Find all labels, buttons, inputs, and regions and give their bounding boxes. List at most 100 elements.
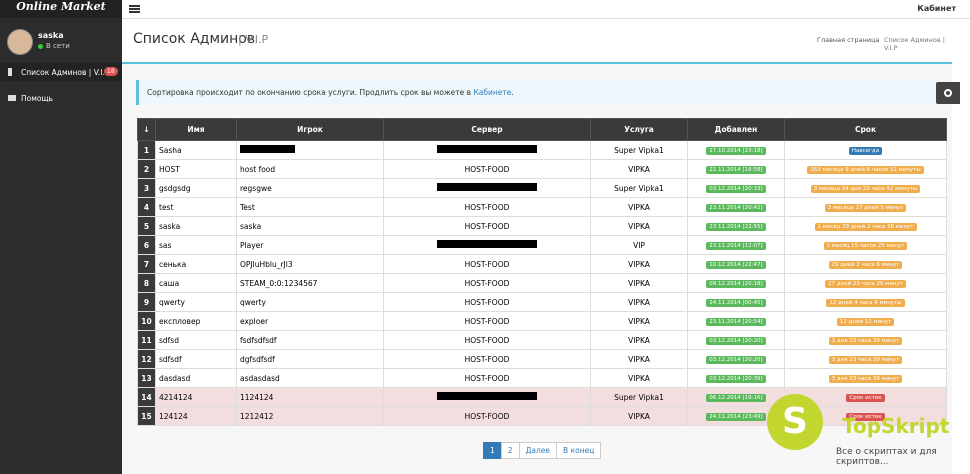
cell-text: HOST-FOOD	[464, 221, 510, 231]
cell: експловер	[155, 311, 237, 331]
admins-table: ↓ Имя Игрок Сервер Услуга Добавлен Срок 1 Sasha…	[137, 118, 947, 426]
avatar	[7, 29, 33, 55]
row-number: 1	[137, 140, 156, 160]
cell: 24.11.2014 [00:45]	[687, 292, 785, 312]
cell: Срок истек	[784, 406, 947, 426]
cell-text: Player	[240, 240, 264, 250]
cell-text: HOST-FOOD	[464, 164, 510, 174]
cell: saska	[155, 216, 237, 236]
menu-item[interactable]: Помощь	[0, 89, 122, 107]
content: Список Админов | V.I.P Главная страница …	[122, 19, 960, 474]
row-number: 10	[137, 311, 156, 331]
table-body: 1 Sasha Super Vipka1 27.10.2014 [23:18] Навс…	[137, 140, 947, 426]
cell	[383, 387, 591, 407]
cell: HOST-FOOD	[383, 197, 591, 217]
cell-text: VIPKA	[628, 259, 650, 269]
cell: VIPKA	[590, 254, 688, 274]
settings-button[interactable]	[936, 82, 960, 104]
menu-toggle[interactable]	[129, 5, 140, 13]
column-header[interactable]: Сервер	[383, 118, 591, 141]
table-row: 14 4214124 1124124 Super Vipka1 06.12.2014 […	[137, 387, 947, 407]
cell: 12 дней 4 часа 4 минуты	[784, 292, 947, 312]
cell: Player	[236, 235, 384, 255]
cell: Sasha	[155, 140, 237, 160]
term-badge: 27 дней 23 часа 29 минут	[825, 280, 906, 288]
menu-item[interactable]: Список Админов | V.I.P 18	[0, 63, 122, 81]
page-link[interactable]: 2	[500, 442, 520, 459]
topbar: Кабинет	[122, 0, 970, 19]
cell: host food	[236, 159, 384, 179]
watermark-tagline: Все о скриптах и для скриптов...	[836, 447, 937, 467]
cell-text: asdasdasd	[240, 373, 280, 383]
term-badge: 3 месяца 27 дней 5 минут	[824, 204, 907, 212]
term-badge: 1 месяц 29 дней 2 часа 38 минут	[814, 223, 917, 231]
cell-text: HOST-FOOD	[464, 202, 510, 212]
cell: VIPKA	[590, 273, 688, 293]
cell: HOST-FOOD	[383, 406, 591, 426]
date-badge: 23.11.2014 [12:07]	[706, 242, 766, 250]
watermark-logo: S	[767, 394, 823, 450]
account-link[interactable]: Кабинет	[917, 4, 956, 13]
cell: VIPKA	[590, 216, 688, 236]
cell: Test	[236, 197, 384, 217]
date-badge: 23.11.2014 [20:54]	[706, 318, 766, 326]
column-header[interactable]: Добавлен	[687, 118, 785, 141]
cell-text: VIPKA	[628, 335, 650, 345]
column-header[interactable]: Игрок	[236, 118, 384, 141]
menu-label: Список Админов | V.I.P	[21, 68, 110, 77]
term-badge: Навсегда	[848, 147, 883, 155]
cell: 1124124	[236, 387, 384, 407]
column-header[interactable]: Имя	[155, 118, 237, 141]
cell-text: test	[159, 202, 174, 212]
table-row: 10 експловер exploer HOST-FOOD VIPKA 23.11.20…	[137, 311, 947, 331]
cell-text: HOST-FOOD	[464, 411, 510, 421]
cell: sdfsdf	[155, 349, 237, 369]
cell: VIPKA	[590, 159, 688, 179]
cell: VIPKA	[590, 330, 688, 350]
term-badge: 263 месяца 9 дней 6 часов 32 минуты	[807, 166, 924, 174]
cell: 1 месяц 29 дней 2 часа 38 минут	[784, 216, 947, 236]
cell: HOST-FOOD	[383, 216, 591, 236]
table-row: 9 qwerty qwerty HOST-FOOD VIPKA 24.11.2014 [0…	[137, 292, 947, 312]
term-badge: 3 дня 23 часа 38 минут	[828, 375, 903, 383]
menu-icon	[8, 95, 16, 101]
breadcrumb-current: Список Админов | V.I.P	[884, 36, 945, 52]
sort-header[interactable]: ↓	[137, 118, 156, 141]
page-subtitle: | V.I.P	[238, 33, 269, 46]
row-number: 14	[137, 387, 156, 407]
cell-text: OPJluHblu_rJl3	[240, 259, 293, 269]
cell-text: 4214124	[159, 392, 193, 402]
cell: VIPKA	[590, 292, 688, 312]
cell-text: sdfsdf	[159, 354, 182, 364]
breadcrumb-home[interactable]: Главная страница	[817, 36, 880, 44]
cell: 03.12.2014 [20:33]	[687, 178, 785, 198]
cell-text: Test	[240, 202, 255, 212]
notice-link[interactable]: Кабинете	[473, 88, 512, 97]
cell-text: STEAM_0:0:1234567	[240, 278, 318, 288]
cell-text: sdfsd	[159, 335, 179, 345]
cell-text: VIPKA	[628, 297, 650, 307]
brand[interactable]: Online Market	[0, 0, 122, 18]
cell-text: 124124	[159, 411, 188, 421]
column-header[interactable]: Срок	[784, 118, 947, 141]
cell: 23.11.2014 [20:42]	[687, 197, 785, 217]
page-link[interactable]: В конец	[556, 442, 602, 459]
term-badge: 12 дней 12 минут	[836, 318, 895, 326]
cell-text: HOST-FOOD	[464, 335, 510, 345]
date-badge: 10.12.2014 [22:47]	[706, 261, 766, 269]
redacted	[437, 240, 537, 248]
date-badge: 09.12.2014 [20:18]	[706, 280, 766, 288]
page-link[interactable]: Далее	[518, 442, 558, 459]
cell: сенька	[155, 254, 237, 274]
notice-text: Сортировка происходит по окончанию срока…	[147, 88, 472, 97]
cell-text: saska	[159, 221, 181, 231]
column-header[interactable]: Услуга	[590, 118, 688, 141]
cell: OPJluHblu_rJl3	[236, 254, 384, 274]
date-badge: 23.11.2014 [20:42]	[706, 204, 766, 212]
page-link[interactable]: 1	[483, 442, 502, 459]
cell-text: Super Vipka1	[614, 183, 664, 193]
cell: 06.12.2014 [19:16]	[687, 387, 785, 407]
cell: saska	[236, 216, 384, 236]
row-number: 15	[137, 406, 156, 426]
